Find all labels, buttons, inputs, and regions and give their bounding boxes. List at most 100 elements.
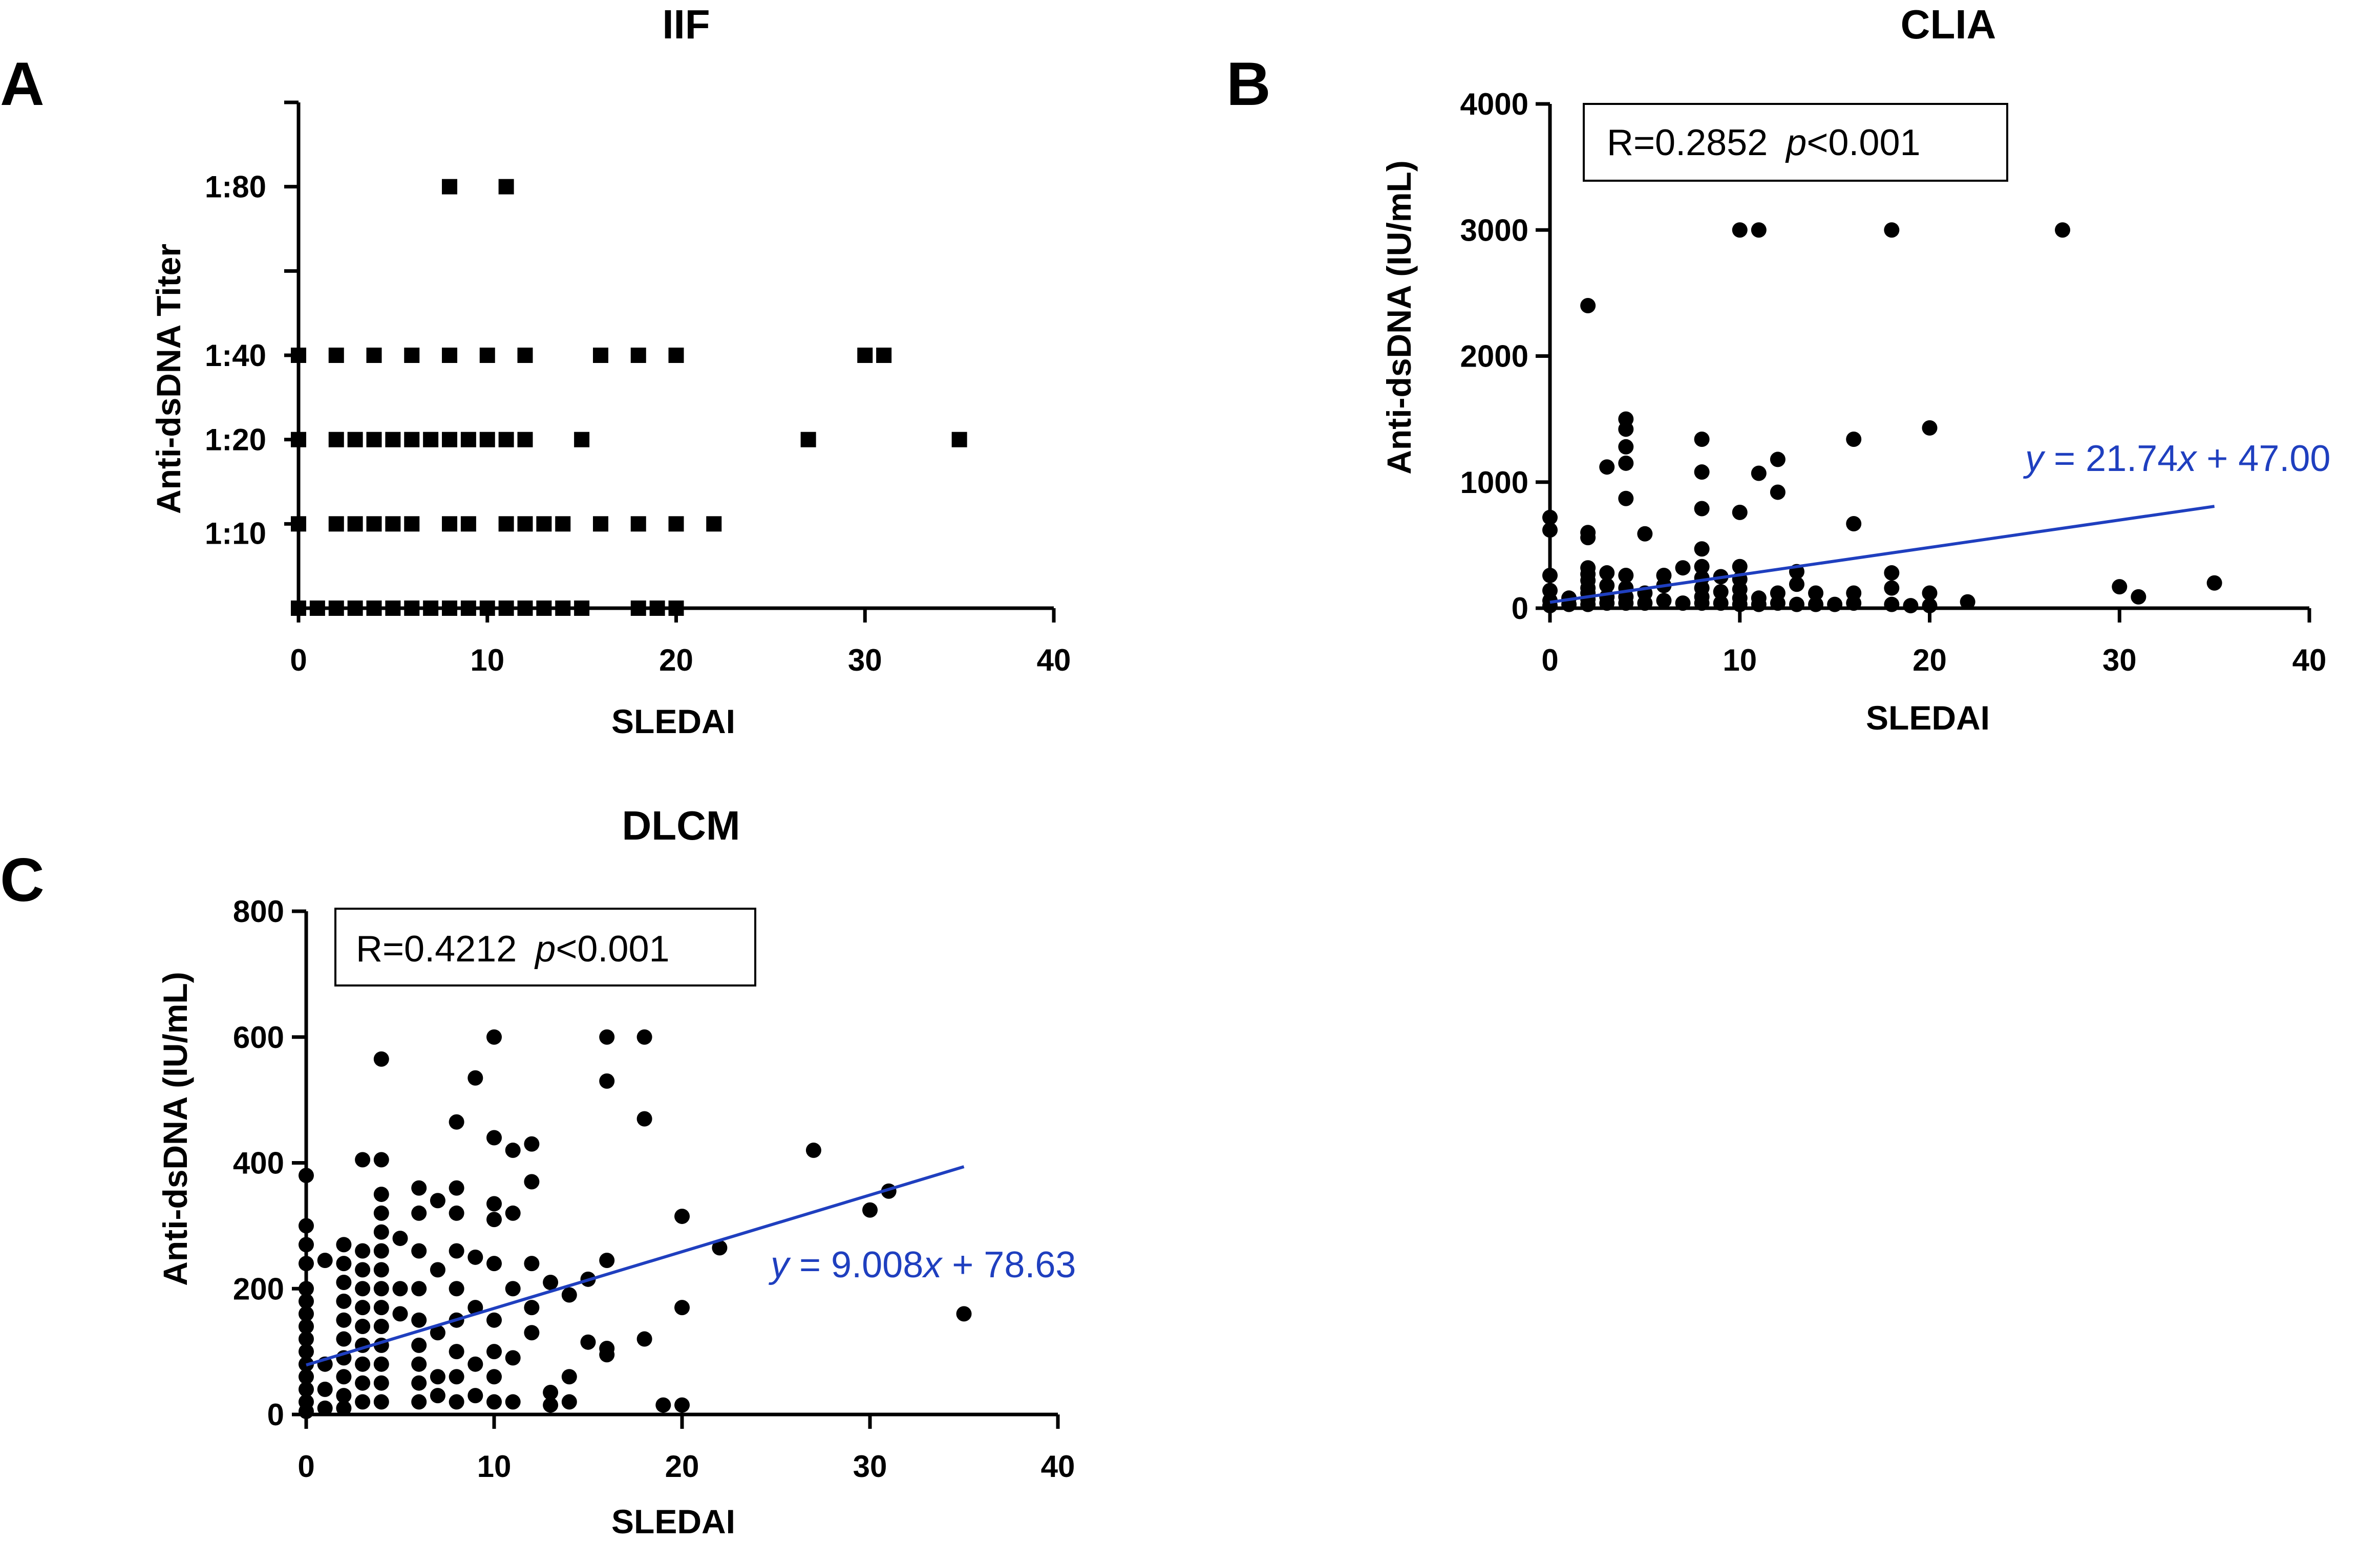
panel-b-data-point	[1580, 530, 1596, 546]
panel-c-data-point	[468, 1356, 483, 1372]
panel-c-data-point	[336, 1274, 352, 1290]
panel-a-data-point	[404, 601, 420, 616]
panel-c-data-point	[862, 1202, 878, 1218]
panel-a-data-point	[404, 516, 420, 532]
panel-c-data-point	[355, 1318, 371, 1334]
panel-a-data-point	[593, 348, 608, 363]
panel-b-data-point	[2206, 575, 2222, 591]
panel-a-y-tick-label: 1:80	[205, 170, 266, 204]
panel-b-data-point	[1599, 595, 1615, 611]
panel-c-data-point	[355, 1262, 371, 1278]
panel-a-data-point	[668, 601, 684, 616]
panel-b-x-tick-label: 20	[1913, 643, 1947, 677]
panel-c-data-point	[336, 1400, 352, 1416]
panel-b-x-tick-label: 40	[2292, 643, 2327, 677]
panel-b-data-point	[1713, 584, 1729, 599]
panel-a-x-tick-label: 0	[290, 643, 307, 677]
panel-b-data-point	[1732, 559, 1748, 574]
panel-b-data-point	[1846, 595, 1862, 611]
panel-a-data-point	[574, 601, 590, 616]
panel-b-data-point	[1542, 567, 1558, 583]
panel-a-data-point	[876, 348, 892, 363]
panel-c-data-point	[411, 1356, 427, 1372]
panel-a-data-point	[404, 348, 420, 363]
panel-c-data-point	[299, 1344, 314, 1360]
panel-c-data-point	[299, 1331, 314, 1347]
panel-b-data-point	[1694, 541, 1710, 557]
panel-c-data-point	[580, 1334, 596, 1350]
panel-c-data-point	[336, 1331, 352, 1347]
panel-a-y-tick-label: 1:40	[205, 338, 266, 373]
panel-c-data-point	[373, 1224, 389, 1240]
panel-a-points	[291, 179, 967, 616]
panel-b-data-point	[1732, 596, 1748, 612]
panel-c-data-point	[599, 1073, 615, 1089]
panel-a-data-point	[385, 432, 401, 447]
panel-b-data-point	[1884, 596, 1900, 612]
panel-c-data-point	[599, 1347, 615, 1363]
panel-c: C DLCM Anti-dsDNA (IU/mL) SLEDAI 0 10 20 30…	[0, 803, 1076, 1540]
panel-a-data-point	[668, 348, 684, 363]
panel-b-data-point	[1675, 560, 1691, 576]
panel-a-data-point	[423, 432, 439, 447]
panel-c-data-point	[299, 1256, 314, 1272]
panel-b-data-point	[1960, 594, 1975, 610]
panel-letter-b: B	[1226, 50, 1271, 118]
panel-c-data-point	[430, 1325, 445, 1341]
panel-c-data-point	[956, 1306, 972, 1322]
panel-a-axes: 0 10 20 30 40 1:10 1:20 1:40 1:80	[205, 100, 1071, 677]
panel-b-data-point	[1884, 222, 1900, 238]
panel-c-y-tick-label: 0	[267, 1398, 284, 1432]
panel-a-x-tick-label: 20	[659, 643, 693, 677]
panel-a-data-point	[630, 348, 646, 363]
panel-c-data-point	[430, 1369, 445, 1385]
panel-a-data-point	[347, 432, 363, 447]
panel-c-eq-slope: = 9.008	[789, 1245, 923, 1285]
panel-c-data-point	[561, 1394, 577, 1410]
panel-c-data-point	[317, 1381, 333, 1397]
panel-c-data-point	[486, 1212, 502, 1228]
panel-a-data-point	[630, 516, 646, 532]
panel-b-data-point	[1694, 595, 1710, 611]
panel-b-data-point	[1599, 577, 1615, 593]
panel-c-data-point	[505, 1142, 521, 1158]
panel-b-data-point	[1656, 593, 1672, 609]
panel-a-data-point	[498, 601, 514, 616]
panel-a-y-axis-title: Anti-dsDNA Titer	[150, 244, 187, 514]
panel-b-x-tick-label: 10	[1723, 643, 1757, 677]
panel-c-data-point	[299, 1293, 314, 1309]
panel-a-data-point	[498, 179, 514, 195]
panel-c-data-point	[505, 1350, 521, 1366]
panel-b-y-tick-label: 2000	[1460, 339, 1528, 374]
panel-a-data-point	[366, 601, 382, 616]
panel-c-data-point	[392, 1306, 408, 1322]
panel-c-title: DLCM	[622, 803, 740, 848]
panel-c-data-point	[505, 1205, 521, 1221]
panel-a-data-point	[593, 516, 608, 532]
panel-b-points	[1542, 222, 2222, 614]
panel-a-data-point	[630, 601, 646, 616]
panel-a-data-point	[517, 432, 533, 447]
panel-c-data-point	[299, 1369, 314, 1385]
panel-a-data-point	[442, 516, 457, 532]
panel-c-points	[299, 1029, 972, 1419]
panel-a-data-point	[517, 601, 533, 616]
panel-c-data-point	[505, 1394, 521, 1410]
panel-b-data-point	[1599, 459, 1615, 475]
panel-b-data-point	[1732, 222, 1748, 238]
panel-a-data-point	[574, 432, 590, 447]
panel-b-data-point	[1542, 509, 1558, 525]
panel-c-data-point	[636, 1029, 652, 1045]
panel-a-data-point	[555, 601, 571, 616]
panel-a-data-point	[309, 601, 325, 616]
panel-a-data-point	[479, 601, 495, 616]
panel-a-data-point	[442, 601, 457, 616]
panel-c-data-point	[317, 1400, 333, 1416]
panel-a-data-point	[328, 432, 344, 447]
panel-b-y-tick-label: 1000	[1460, 465, 1528, 500]
panel-c-data-point	[373, 1356, 389, 1372]
panel-c-data-point	[373, 1262, 389, 1278]
panel-b-data-point	[1922, 585, 1938, 601]
panel-b-data-point	[1827, 596, 1843, 612]
panel-c-data-point	[299, 1306, 314, 1322]
